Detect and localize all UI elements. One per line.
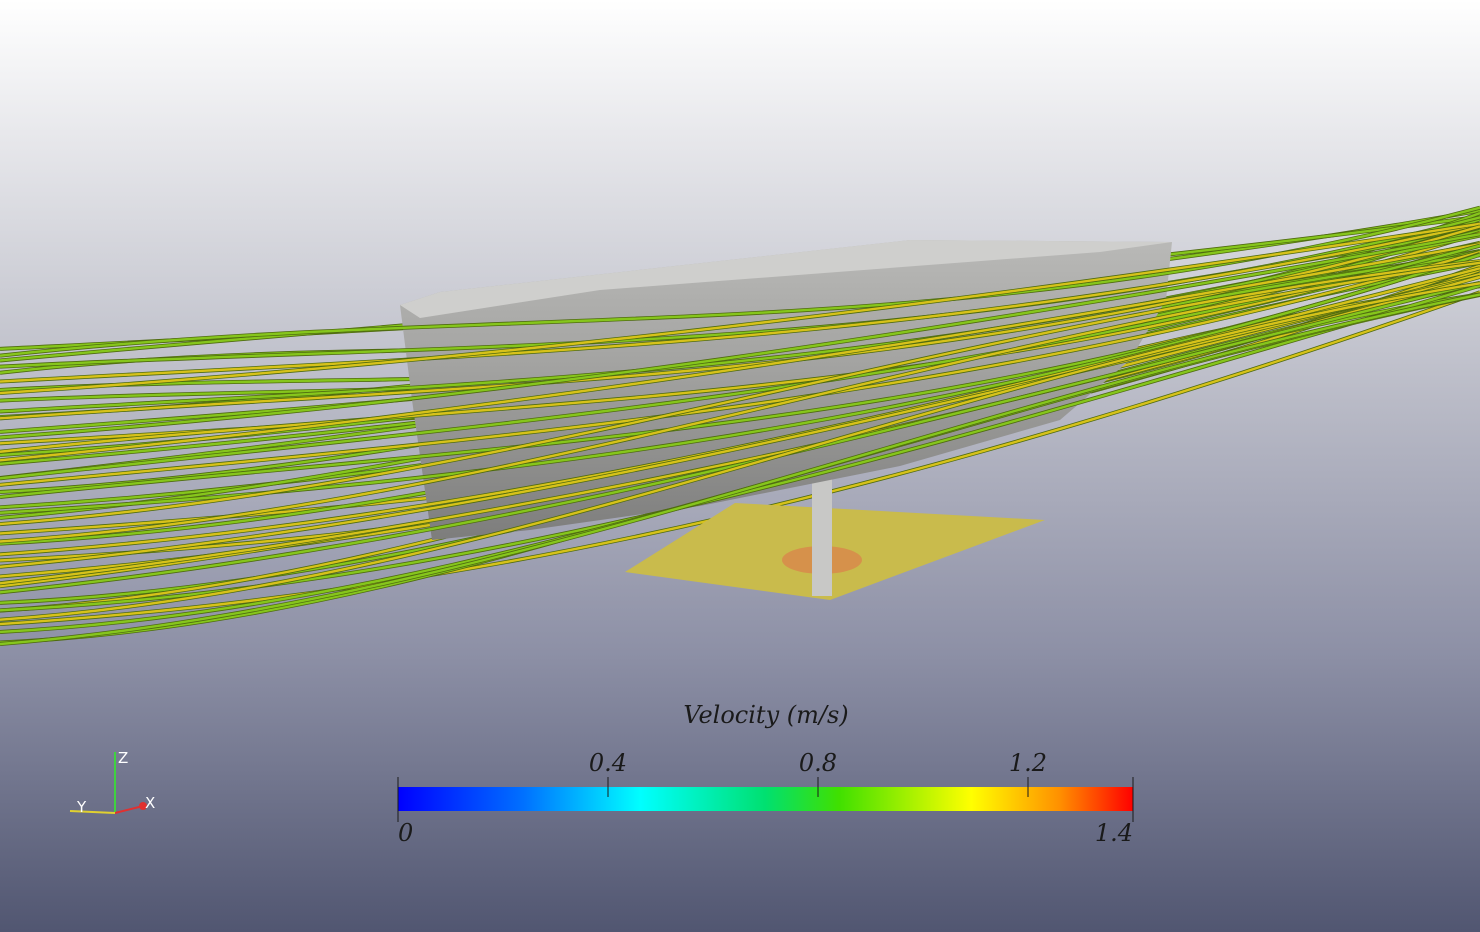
streamline bbox=[0, 281, 1480, 594]
streamline bbox=[0, 242, 1480, 462]
streamline bbox=[0, 253, 1480, 515]
range-label: 0 bbox=[398, 819, 413, 847]
streamline bbox=[0, 233, 1480, 439]
streamline bbox=[0, 225, 1480, 413]
streamline bbox=[0, 261, 1480, 543]
y-label: Y bbox=[76, 798, 87, 816]
x-tip bbox=[139, 802, 147, 810]
z-label: Z bbox=[118, 749, 128, 767]
colorbar-ticks: 0.4 0.8 1.2 0 1.4 bbox=[397, 749, 1134, 847]
streamline bbox=[0, 222, 1480, 383]
x-axis bbox=[114, 805, 144, 814]
streamline bbox=[0, 250, 1480, 487]
range-label: 1.4 bbox=[1095, 819, 1133, 847]
streamline bbox=[0, 244, 1480, 480]
hull-deck bbox=[400, 240, 1172, 318]
tick-label: 1.2 bbox=[1009, 749, 1047, 777]
colorbar-title: Velocity (m/s) bbox=[683, 701, 848, 729]
streamline bbox=[0, 282, 1480, 621]
y-axis bbox=[69, 810, 116, 814]
streamline bbox=[0, 275, 1480, 568]
streamline bbox=[0, 241, 1480, 453]
streamline bbox=[0, 293, 1480, 646]
keel-strut bbox=[812, 478, 832, 596]
tick-label: 0.4 bbox=[589, 749, 627, 777]
colorbar bbox=[398, 787, 1133, 811]
streamlines-front bbox=[0, 205, 1480, 646]
x-label: X bbox=[145, 794, 155, 812]
streamline bbox=[0, 222, 1480, 395]
tick-label: 0.8 bbox=[799, 749, 837, 777]
streamline bbox=[0, 259, 1480, 526]
axes-triad: Z X Y bbox=[69, 749, 155, 816]
